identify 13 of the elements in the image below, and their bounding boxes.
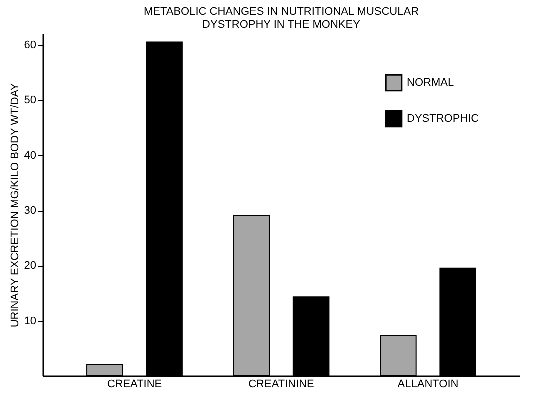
y-tick-label: 10 [24, 315, 36, 328]
x-tick-label: ALLANTOIN [398, 378, 459, 390]
y-tick-label: 60 [24, 40, 36, 52]
y-tick-label: 20 [24, 260, 36, 272]
y-axis-title: URINARY EXCRETION MG/KILO BODY WT/DAY [9, 82, 22, 328]
y-tick-label: 30 [24, 205, 36, 218]
chart-title: METABOLIC CHANGES IN NUTRITIONAL MUSCULAR DYSTROPHY IN THE MONKEY [144, 6, 420, 31]
legend-label: DYSTROPHIC [407, 113, 480, 125]
y-tick-label: 40 [24, 150, 36, 162]
x-tick-label: CREATININE [248, 378, 314, 390]
legend-label: NORMAL [407, 77, 454, 89]
x-tick-label: CREATINE [107, 378, 162, 390]
y-tick-label: 50 [24, 94, 36, 107]
